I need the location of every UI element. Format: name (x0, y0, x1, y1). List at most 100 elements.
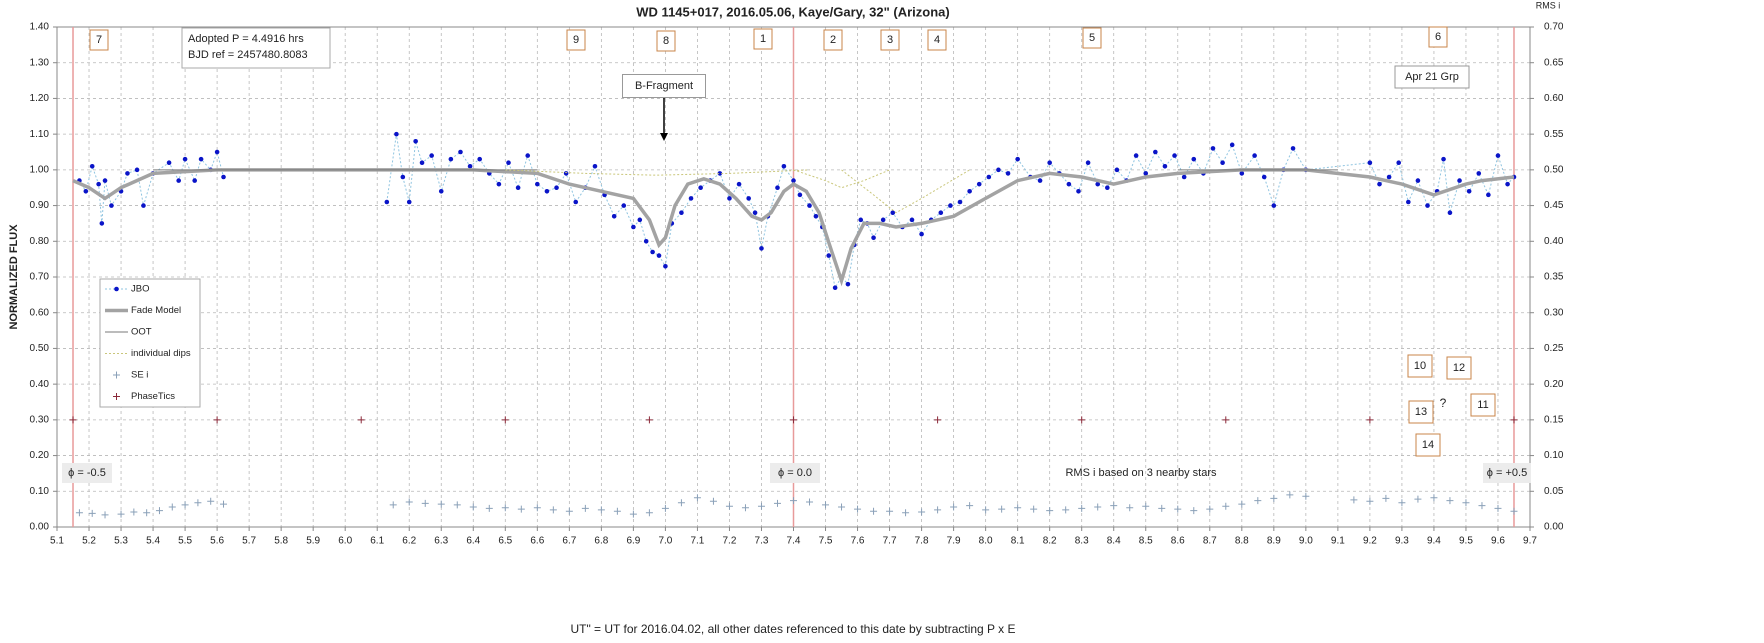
point (1066, 181, 1072, 187)
point (467, 163, 473, 169)
legend-label: Fade Model (131, 305, 181, 316)
x-tick-label: 9.2 (1363, 536, 1377, 547)
point (854, 505, 862, 513)
point (207, 497, 215, 505)
point (813, 213, 819, 219)
point (99, 221, 105, 226)
point (1366, 416, 1374, 424)
y2-tick-label: 0.05 (1544, 486, 1564, 497)
point (948, 203, 953, 208)
point (1030, 505, 1038, 513)
point (581, 504, 589, 512)
point (125, 171, 130, 176)
point (525, 153, 531, 158)
point (1158, 504, 1166, 512)
point (1510, 507, 1518, 515)
point (709, 497, 717, 505)
point (544, 188, 550, 194)
x-tick-label: 6.3 (434, 536, 448, 547)
y2-tick-label: 0.35 (1544, 272, 1564, 283)
point (448, 156, 454, 162)
annotation-box (927, 29, 947, 51)
point (752, 210, 758, 216)
point (645, 509, 653, 517)
annotation-box (1428, 26, 1448, 48)
point (1190, 507, 1198, 515)
point (166, 160, 172, 166)
x-tick-label: 5.2 (82, 536, 96, 547)
point (1290, 146, 1296, 151)
annotation-box (622, 74, 706, 98)
annotation: 9 (573, 34, 579, 46)
x-tick-label: 7.1 (690, 536, 704, 547)
point (736, 181, 742, 187)
point (1110, 502, 1118, 510)
point (775, 185, 780, 191)
point (89, 163, 95, 169)
annotation-box (1470, 393, 1496, 417)
point (1229, 142, 1235, 148)
point (1162, 163, 1168, 169)
point (384, 199, 390, 205)
point (637, 217, 643, 223)
x-tick-label: 6.4 (466, 536, 480, 547)
legend-marker (114, 286, 119, 292)
y2-tick-label: 0.60 (1544, 93, 1564, 104)
point (1366, 497, 1374, 505)
point (934, 416, 942, 424)
point (141, 203, 146, 208)
point (822, 501, 830, 509)
y-tick-label: 0.40 (30, 379, 50, 390)
series-line (505, 169, 970, 214)
x-tick-label: 9.0 (1299, 536, 1313, 547)
x-tick-label: 8.3 (1075, 536, 1089, 547)
point (1085, 160, 1091, 166)
point (1014, 504, 1022, 512)
legend-marker (113, 393, 120, 400)
x-tick-label: 9.1 (1331, 536, 1345, 547)
point (1076, 188, 1081, 194)
point (677, 499, 685, 507)
point (485, 504, 493, 512)
point (1425, 203, 1430, 208)
x-tick-label: 8.4 (1107, 536, 1121, 547)
point (631, 224, 636, 230)
point (1377, 181, 1382, 187)
y2-tick-label: 0.45 (1544, 200, 1564, 211)
point (746, 196, 751, 201)
x-tick-label: 6.2 (402, 536, 416, 547)
y-axis-label: NORMALIZED FLUX (8, 224, 20, 330)
point (1114, 167, 1120, 173)
y-tick-label: 1.20 (30, 93, 50, 104)
x-tick-label: 8.7 (1203, 536, 1217, 547)
annotation: B-Fragment (635, 80, 693, 92)
arrow-head (660, 133, 668, 141)
annotation: 4 (934, 34, 940, 46)
point (773, 499, 781, 507)
point (886, 507, 894, 515)
point (717, 171, 723, 176)
point (573, 199, 579, 205)
point (1037, 178, 1043, 183)
point (75, 509, 83, 517)
point (1252, 153, 1257, 158)
y2-tick-label: 0.15 (1544, 414, 1564, 425)
point (400, 174, 406, 180)
point (357, 416, 365, 424)
point (1047, 160, 1052, 166)
point (549, 506, 557, 514)
x-tick-label: 6.7 (562, 536, 576, 547)
point (1105, 185, 1110, 191)
annotation: 12 (1453, 362, 1465, 374)
point (976, 181, 982, 187)
annotation: ϕ = 0.0 (778, 467, 812, 479)
legend-label: individual dips (131, 348, 191, 359)
point (143, 509, 151, 517)
point (1486, 192, 1491, 198)
x-tick-label: 5.9 (306, 536, 320, 547)
point (1446, 497, 1454, 505)
annotation-box (566, 29, 586, 51)
point (1238, 500, 1246, 508)
y2-tick-label: 0.00 (1544, 522, 1564, 533)
x-tick-label: 8.8 (1235, 536, 1249, 547)
